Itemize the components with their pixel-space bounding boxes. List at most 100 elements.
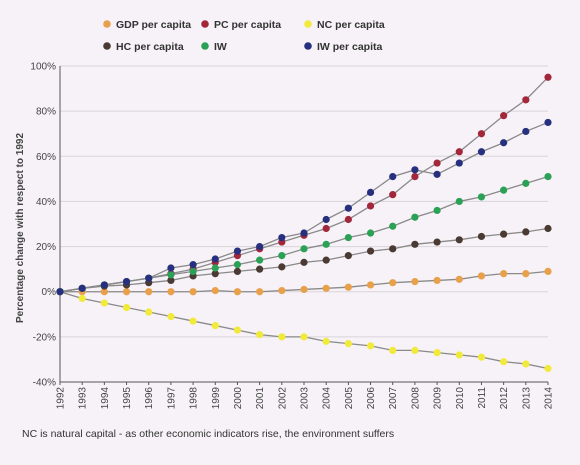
data-point <box>145 274 153 282</box>
data-point <box>411 240 419 248</box>
data-point <box>322 284 330 292</box>
data-point <box>544 73 552 81</box>
data-point <box>433 349 441 357</box>
x-tick-label: 2011 <box>477 387 488 409</box>
data-point <box>322 256 330 264</box>
data-point <box>411 213 419 221</box>
x-tick-label: 2013 <box>521 387 532 410</box>
data-point <box>256 288 264 296</box>
data-point <box>167 288 175 296</box>
data-point <box>366 247 375 255</box>
data-point <box>300 333 308 341</box>
line-chart: GDP per capita PC per capita NC per capita… <box>15 19 555 410</box>
series-line <box>59 121 549 293</box>
y-axis-label: Percentage change with respect to 1992 <box>15 133 26 324</box>
x-tick-label: 2003 <box>300 387 311 410</box>
x-tick-label: 2006 <box>366 387 377 410</box>
data-point <box>500 112 508 120</box>
series-line <box>59 291 549 370</box>
x-tick-label: 2004 <box>322 387 333 410</box>
data-point <box>433 170 441 178</box>
data-point <box>256 331 264 339</box>
data-point <box>211 321 219 330</box>
data-point <box>366 342 375 350</box>
data-point <box>233 326 242 334</box>
data-point <box>389 222 397 230</box>
y-tick-label: 20% <box>36 242 56 253</box>
data-point <box>56 288 64 296</box>
legend-label: IW per capita <box>317 41 383 53</box>
data-point <box>455 236 463 244</box>
data-point <box>366 202 375 210</box>
legend-item: IW per capita <box>304 41 383 53</box>
data-point <box>455 159 463 167</box>
data-point <box>278 333 286 341</box>
data-point <box>500 139 508 147</box>
legend-swatch <box>304 20 312 28</box>
data-point <box>522 360 530 368</box>
y-tick-label: 60% <box>36 152 56 163</box>
data-point <box>167 271 175 279</box>
x-tick-label: 2007 <box>388 387 399 410</box>
data-point <box>522 228 530 236</box>
data-point <box>389 191 397 199</box>
data-point <box>78 284 86 292</box>
x-tick-label: 2009 <box>433 387 444 410</box>
data-point <box>455 275 463 283</box>
data-point <box>433 159 441 167</box>
data-point <box>300 229 308 237</box>
data-point <box>322 240 330 248</box>
legend-label: NC per capita <box>317 19 385 31</box>
data-point <box>167 264 175 272</box>
x-tick-label: 1997 <box>166 387 177 410</box>
data-point <box>544 364 552 373</box>
data-point <box>522 270 530 278</box>
data-point <box>233 247 242 255</box>
data-point <box>477 272 486 280</box>
x-tick-label: 2008 <box>410 387 421 410</box>
data-point <box>189 267 197 275</box>
data-point <box>278 286 286 295</box>
data-point <box>522 179 530 187</box>
x-tick-label: 1994 <box>100 387 111 410</box>
data-point <box>389 279 397 287</box>
legend: GDP per capita PC per capita NC per capita… <box>103 19 385 53</box>
data-point <box>455 351 463 359</box>
data-point <box>344 252 352 260</box>
x-tick-label: 1998 <box>189 387 200 410</box>
data-point <box>455 148 463 156</box>
legend-swatch <box>103 20 111 28</box>
data-point <box>389 173 397 181</box>
x-tick-label: 2005 <box>344 387 355 410</box>
data-point <box>522 127 530 136</box>
legend-item: HC per capita <box>103 41 184 53</box>
data-point <box>411 277 419 286</box>
data-point <box>344 340 352 348</box>
x-tick-label: 2014 <box>544 387 555 410</box>
data-point <box>122 277 131 286</box>
data-point <box>211 286 219 295</box>
data-point <box>256 265 264 273</box>
legend-item: IW <box>201 41 227 53</box>
data-point <box>233 288 242 296</box>
chart-caption: NC is natural capital - as other economi… <box>22 428 395 440</box>
data-point <box>455 197 463 206</box>
y-tick-label: 0% <box>42 287 57 298</box>
data-point <box>167 276 175 285</box>
data-point <box>411 173 419 181</box>
data-point <box>300 258 308 266</box>
x-tick-label: 2010 <box>455 387 466 410</box>
x-tick-label: 2001 <box>255 387 266 410</box>
data-point <box>189 317 197 325</box>
x-tick-label: 1995 <box>122 387 133 410</box>
y-tick-label: -40% <box>33 378 56 389</box>
data-point <box>366 281 375 289</box>
data-point <box>433 238 441 246</box>
series-iw-per-capita <box>56 118 552 296</box>
data-point <box>500 358 508 366</box>
data-point <box>189 261 197 269</box>
data-point <box>500 186 508 194</box>
data-point <box>189 288 197 296</box>
data-point <box>278 263 286 271</box>
data-point <box>322 337 330 345</box>
